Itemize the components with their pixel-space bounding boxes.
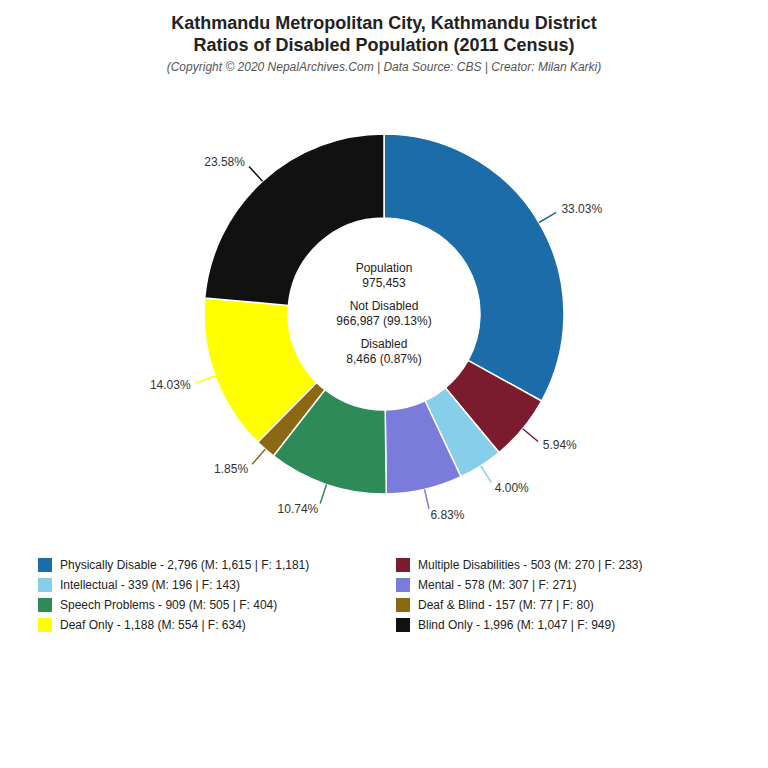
svg-text:14.03%: 14.03% <box>150 378 191 392</box>
html-text:Physically Disable - 2,796 (M:: Physically Disable - 2,796 (M: 1,615 | F… <box>60 558 310 572</box>
svg-text:4.00%: 4.00% <box>495 481 529 495</box>
html-text:Deaf & Blind - 157 (M: 77 | F:: Deaf & Blind - 157 (M: 77 | F: 80) <box>418 598 594 612</box>
svg-text:5.94%: 5.94% <box>543 438 577 452</box>
html-text:966,987 (99.13%): 966,987 (99.13%) <box>336 314 432 328</box>
svg-text:23.58%: 23.58% <box>204 155 245 169</box>
svg-text:6.83%: 6.83% <box>430 508 464 522</box>
html-text:Kathmandu Metropolitan City, K: Kathmandu Metropolitan City, Kathmandu D… <box>171 13 597 33</box>
html-text:Not Disabled: Not Disabled <box>349 299 419 313</box>
html-text:8,466 (0.87%): 8,466 (0.87%) <box>346 352 422 366</box>
html-text:Multiple Disabilities - 503 (M: Multiple Disabilities - 503 (M: 270 | F:… <box>418 558 643 572</box>
html-text:Population: Population <box>355 261 413 275</box>
html-text:975,453: 975,453 <box>362 276 406 290</box>
svg-text:1.85%: 1.85% <box>214 462 248 476</box>
html-text:Intellectual - 339 (M: 196 | F: Intellectual - 339 (M: 196 | F: 143) <box>60 578 240 592</box>
html-text:Mental - 578 (M: 307 | F: 271): Mental - 578 (M: 307 | F: 271) <box>418 578 577 592</box>
html-text:Blind Only - 1,996 (M: 1,047 |: Blind Only - 1,996 (M: 1,047 | F: 949) <box>418 618 616 632</box>
svg-text:33.03%: 33.03% <box>561 202 602 216</box>
html-text:Speech Problems - 909 (M: 505: Speech Problems - 909 (M: 505 | F: 404) <box>60 598 278 612</box>
html-text:Deaf Only - 1,188 (M: 554 | F:: Deaf Only - 1,188 (M: 554 | F: 634) <box>60 618 246 632</box>
html-text:Disabled: Disabled <box>360 337 408 351</box>
svg-text:10.74%: 10.74% <box>278 502 319 516</box>
html-text:Ratios of Disabled Population: Ratios of Disabled Population (2011 Cens… <box>193 35 575 55</box>
html-text:(Copyright © 2020 NepalArchive: (Copyright © 2020 NepalArchives.Com | Da… <box>166 60 602 74</box>
